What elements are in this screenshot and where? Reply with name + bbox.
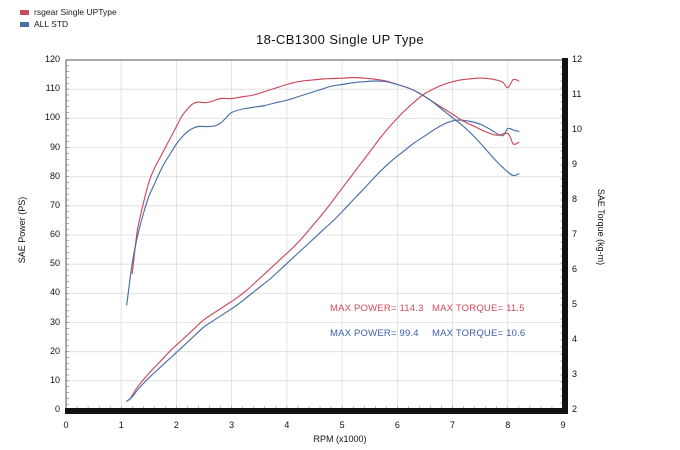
legend-swatch-blue [20,22,29,27]
chart-legend: rsgear Single UPType ALL STD [20,7,117,31]
tick-label: 2 [572,404,578,414]
tick-label: 5 [339,420,345,430]
legend-swatch-red [20,10,29,15]
curve-power-rsgear [128,77,520,401]
tick-label: 6 [394,420,400,430]
curve-power-allstd [126,119,520,402]
tick-label: 90 [49,141,60,152]
tick-label: 30 [49,316,60,327]
chart-title: 18-CB1300 Single UP Type [255,32,425,47]
tick-label: 10 [572,124,583,134]
tick-label: 40 [49,287,60,298]
tick-label: 20 [49,345,60,356]
tick-label: 0 [63,420,69,430]
tick-label: 3 [229,420,235,430]
tick-label: 50 [49,258,60,269]
axis-frame [65,58,568,414]
annotation-max-power-red: MAX POWER= 114.3 [330,303,424,314]
curve-torque-allstd [126,80,520,306]
tick-label: 0 [54,404,60,414]
data-curves [126,76,520,402]
annotation-max-power-blue: MAX POWER= 99.4 [330,328,419,339]
tick-label: 12 [572,54,583,64]
legend-item-allstd: ALL STD [20,19,117,30]
x-axis-title: RPM (x1000) [313,434,367,444]
tick-label: 4 [572,334,578,344]
tick-label: 3 [572,369,578,379]
tick-label: 80 [49,170,60,181]
tick-label: 6 [572,264,578,274]
tick-label: 7 [450,420,456,430]
tick-label: 100 [44,112,60,123]
curve-torque-rsgear [131,76,520,275]
tick-label: 9 [560,420,566,430]
tick-label: 2 [173,420,179,430]
tick-label: 4 [284,420,290,430]
tick-label: 110 [45,83,60,94]
legend-item-rsgear: rsgear Single UPType [20,7,117,18]
tick-label: 9 [572,159,578,169]
tick-label: 120 [44,54,60,64]
tick-label: 8 [505,420,511,430]
tick-label: 70 [49,199,60,210]
legend-label-rsgear: rsgear Single UPType [34,7,117,17]
tick-label: 7 [572,229,578,239]
tick-label: 10 [49,374,60,385]
tick-label: 1 [118,420,124,430]
annotation-max-torque-red: MAX TORQUE= 11.5 [432,303,525,314]
tick-label: 11 [572,89,582,99]
tick-label: 60 [49,229,60,239]
annotation-max-torque-blue: MAX TORQUE= 10.6 [432,328,526,339]
tick-label: 5 [572,299,578,309]
legend-label-allstd: ALL STD [34,19,69,29]
tick-label: 8 [572,194,578,204]
grid-lines [65,59,564,411]
